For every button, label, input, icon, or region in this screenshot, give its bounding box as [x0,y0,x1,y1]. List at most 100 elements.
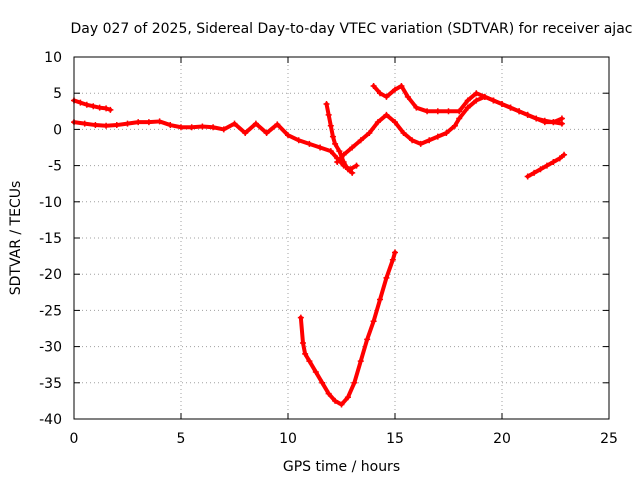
series-seg-e [370,82,565,126]
data-point [349,169,356,176]
data-point [83,101,90,108]
data-point [383,274,390,281]
data-point [107,106,114,113]
x-tick-label: 10 [279,431,297,447]
data-point [336,148,343,155]
data-point [524,111,531,118]
data-point [426,137,433,144]
data-point [188,124,195,131]
data-point [377,90,384,97]
data-point [178,124,184,131]
data-point [516,108,523,115]
data-point [417,140,424,147]
data-point [344,394,351,401]
data-point [490,97,497,104]
data-point [317,144,324,151]
series-trace [371,83,564,125]
data-point [220,126,227,133]
data-point [344,166,351,173]
series-trace [298,250,397,407]
data-point [329,133,336,140]
data-point [349,144,356,151]
data-point [92,122,99,129]
data-point [323,101,330,108]
data-point [327,148,334,155]
data-point [481,93,488,100]
data-point [357,137,364,144]
y-tick-label: 5 [53,86,62,102]
data-point [404,93,411,100]
series-seg-f [524,151,568,180]
data-point [398,82,405,89]
data-point [533,115,540,122]
chart-title: Day 027 of 2025, Sidereal Day-to-day VTE… [71,21,633,37]
data-point [507,104,514,111]
data-point [252,120,259,127]
data-point [550,158,557,165]
data-point [103,105,110,112]
data-point [332,140,339,147]
y-tick-label: -30 [39,340,62,356]
data-point [392,86,398,93]
data-point [443,130,450,137]
y-tick-label: -20 [39,267,62,283]
data-point [456,115,463,122]
data-point [357,358,364,365]
data-point [392,119,398,126]
data-point [199,123,206,130]
data-point [456,108,463,115]
data-point [499,101,505,108]
data-point [558,115,565,122]
data-point [274,121,281,128]
data-point [473,90,480,97]
data-point [338,401,345,408]
data-point [383,93,390,100]
x-axis-title: GPS time / hours [283,459,400,475]
axis-ticks: 0 5 10 15 20 25 10 5 0 -5 -10 -15 -20 -25 -30 -35 -40 [39,50,618,447]
data-point [285,132,291,139]
data-point [156,118,163,125]
data-point [434,133,441,140]
y-tick-label: -15 [39,231,62,247]
data-point [295,137,302,144]
data-point [409,137,416,144]
data-point [145,119,152,126]
data-point [531,169,538,176]
y-tick-label: 0 [53,122,62,138]
data-point [558,120,565,127]
x-tick-label: 5 [177,431,186,447]
data-point [392,249,398,256]
series-seg-b [71,118,360,173]
data-point [464,97,471,104]
grid-lines [74,57,609,419]
data-point [434,108,441,115]
y-tick-label: -5 [48,159,62,175]
data-point [340,151,347,158]
data-point [231,120,238,127]
data-point [340,158,347,165]
y-tick-label: -25 [39,303,62,319]
data-point [541,119,548,126]
data-point [383,111,390,118]
data-point [353,162,360,169]
data-point [370,82,377,89]
data-point [374,119,381,126]
x-tick-label: 0 [70,431,79,447]
y-tick-label: -35 [39,376,62,392]
data-point [81,120,88,127]
data-point [210,124,217,131]
data-point [537,166,544,173]
data-point [90,103,97,110]
data-point [263,130,270,137]
data-point [77,99,84,106]
data-point [299,339,306,346]
data-point [103,122,110,129]
data-point [351,379,358,386]
data-point [325,390,332,397]
series-trace [335,94,564,164]
data-point [113,122,120,129]
x-tick-label: 15 [386,431,404,447]
data-point [302,350,309,357]
data-point [332,397,339,404]
data-point [445,108,452,115]
